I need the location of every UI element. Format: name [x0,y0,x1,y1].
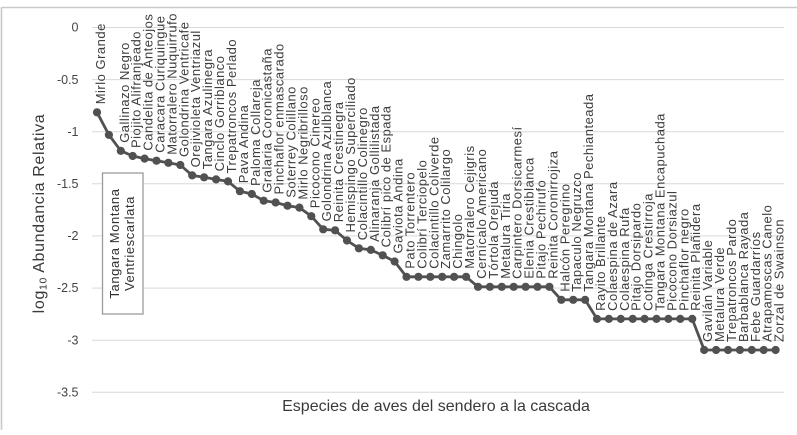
svg-text:Colibrí pico de Espada: Colibrí pico de Espada [379,105,394,247]
svg-text:Tangara Azulinegra: Tangara Azulinegra [200,49,215,170]
svg-text:Tangara Montana: Tangara Montana [107,188,122,298]
svg-text:Gavilán Variable: Gavilán Variable [700,240,715,342]
svg-text:Matorralero Nuquirrufo: Matorralero Nuquirrufo [164,13,179,155]
svg-text:Candelita de Anteojos: Candelita de Anteojos [141,14,156,151]
svg-text:Tangara Montana Encapuchada: Tangara Montana Encapuchada [653,113,668,311]
svg-text:Paloma Collareja: Paloma Collareja [248,79,263,186]
svg-text:Carpintero Dorsicarmesí: Carpintero Dorsicarmesí [510,126,525,278]
svg-text:Alinaranja Gollilistada: Alinaranja Gollilistada [367,105,382,242]
svg-text:Pinchaflor negro: Pinchaflor negro [676,208,691,311]
svg-text:Picocono Cinereo: Picocono Cinereo [307,98,322,209]
svg-text:Cotinga Crestirroja: Cotinga Crestirroja [641,193,656,311]
svg-text:Chingolo: Chingolo [450,213,465,268]
svg-text:Tapaculo Negruzco: Tapaculo Negruzco [569,172,584,292]
svg-text:Golondrina Ventricafe: Golondrina Ventricafe [176,21,191,157]
svg-text:-3: -3 [67,333,78,347]
svg-text:Colacintillo Coliverde: Colacintillo Coliverde [426,136,441,268]
svg-text:-0.5: -0.5 [57,73,79,87]
svg-text:Especies de aves del sendero a: Especies de aves del sendero a la cascad… [282,398,590,415]
svg-text:Colaespina de Azara: Colaespina de Azara [605,181,620,311]
svg-text:Reinita Crestinegra: Reinita Crestinegra [331,101,346,222]
svg-text:0: 0 [72,21,79,35]
svg-text:Tangara Montana Pechianteada: Tangara Montana Pechianteada [581,93,596,292]
svg-text:Cinclo Gorriblanco: Cinclo Gorriblanco [212,55,227,171]
svg-text:Zorzal de Swainson: Zorzal de Swainson [772,219,787,342]
svg-text:Soterrey Colillano: Soterrey Colillano [284,86,299,198]
svg-text:Elenia Crestiblanca: Elenia Crestiblanca [522,157,537,279]
svg-text:Tórtola Orejuda: Tórtola Orejuda [486,181,501,279]
svg-text:Matorralero Cejigris: Matorralero Cejigris [462,145,477,268]
svg-text:-1: -1 [67,125,78,139]
svg-text:Hemispingo Superciliado: Hemispingo Superciliado [343,77,358,232]
svg-text:Halcón Peregrino: Halcón Peregrino [557,183,572,291]
svg-text:Pitajo Dorsipardo: Pitajo Dorsipardo [629,203,644,311]
svg-text:Pava Andina: Pava Andina [236,104,251,183]
svg-text:Golondrina Azulblanca: Golondrina Azulblanca [319,80,334,221]
svg-text:Piojito Alifranjeado: Piojito Alifranjeado [129,31,144,148]
svg-text:Mirlo Negribrilloso: Mirlo Negribrilloso [295,86,310,200]
svg-text:Colibrí Terciopelo: Colibrí Terciopelo [414,160,429,269]
svg-text:-3.5: -3.5 [57,386,79,400]
svg-text:Colacintillo Colinegro: Colacintillo Colinegro [355,107,370,240]
svg-text:-2: -2 [67,229,78,243]
svg-text:Pinchaflor enmascarado: Pinchaflor enmascarado [272,43,287,194]
svg-text:Trepatroncos Perlado: Trepatroncos Perlado [224,39,239,174]
svg-text:-2.5: -2.5 [57,281,79,295]
svg-text:Gaviota Andina: Gaviota Andina [391,158,406,253]
svg-text:Zamarrito Colilargo: Zamarrito Colilargo [438,149,453,269]
svg-text:-1.5: -1.5 [57,177,79,191]
svg-text:Atrapamoscas Canelo: Atrapamoscas Canelo [760,205,775,342]
svg-text:Trepatroncos Pardo: Trepatroncos Pardo [724,219,739,342]
svg-text:Metalura Tiria: Metalura Tiria [498,193,513,279]
svg-text:Colaespina Rufa: Colaespina Rufa [617,207,632,311]
svg-text:Febe Guardarríos: Febe Guardarríos [748,231,763,342]
svg-text:Pato Torrentero: Pato Torrentero [403,172,418,269]
svg-text:Pitajo Pechirufo: Pitajo Pechirufo [534,180,549,279]
svg-text:Cernícalo Americano: Cernícalo Americano [474,149,489,279]
svg-text:Orejivioleta Ventriazul: Orejivioleta Ventriazul [188,30,203,167]
svg-text:Barbablanca Rayada: Barbablanca Rayada [736,211,751,342]
svg-text:Gallinazo Negro: Gallinazo Negro [117,42,132,143]
svg-text:log10 Abundancia Relativa: log10 Abundancia Relativa [31,114,50,314]
svg-text:Reinita Coronirrojiza: Reinita Coronirrojiza [545,150,560,279]
svg-text:Metalura Verde: Metalura Verde [712,247,727,342]
svg-text:Picocono Dorsiazul: Picocono Dorsiazul [664,191,679,311]
svg-text:Rayito Brillante: Rayito Brillante [593,215,608,310]
svg-text:Mirlo Grande: Mirlo Grande [93,23,108,104]
svg-text:Gralaria Coronicastaña: Gralaria Coronicastaña [260,48,275,193]
svg-text:Ventriescarlata: Ventriescarlata [122,196,137,291]
svg-text:Caracara Curiquingue: Caracara Curiquingue [153,16,168,153]
svg-text:Reinita Plañidera: Reinita Plañidera [688,203,703,311]
